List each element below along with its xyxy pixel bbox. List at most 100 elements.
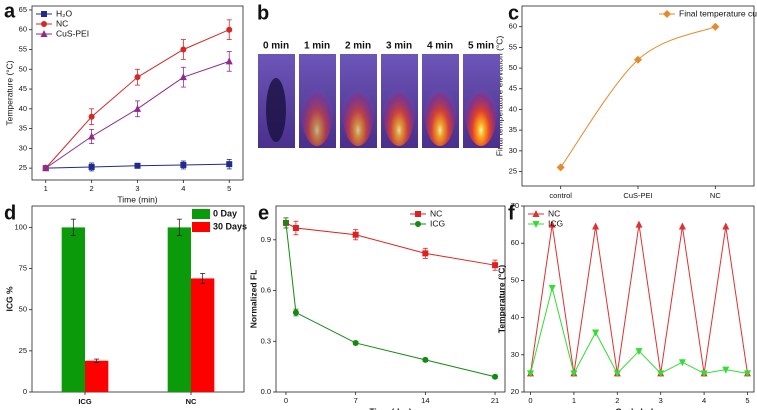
legend-label: NC — [548, 208, 560, 218]
legend-label: NC — [430, 208, 442, 218]
frame-label: 4 min — [427, 41, 453, 52]
x-axis-label: Time (min) — [117, 194, 157, 204]
marker — [613, 370, 621, 378]
marker — [180, 161, 187, 168]
x-tick-label: 3 — [135, 184, 139, 193]
x-tick-label: NC — [186, 397, 197, 406]
legend-marker — [532, 221, 540, 228]
marker — [134, 74, 141, 81]
series-line — [45, 29, 230, 169]
marker — [570, 370, 578, 378]
error-bar — [176, 218, 182, 237]
y-tick-label: 40 — [19, 104, 27, 113]
x-tick-label: 21 — [491, 396, 499, 405]
y-tick-label: 50 — [19, 305, 27, 314]
series-line — [285, 222, 496, 378]
x-tick-label: 4 — [702, 396, 706, 405]
marker — [180, 46, 187, 53]
y-tick-label: 55 — [509, 42, 517, 51]
marker — [352, 231, 359, 238]
x-tick-label: control — [549, 191, 572, 200]
marker — [527, 370, 535, 378]
x-tick-label: 4 — [181, 184, 185, 193]
y-tick-label: 45 — [19, 84, 27, 93]
y-tick-label: 0.3 — [261, 336, 271, 345]
marker — [634, 55, 642, 64]
marker — [722, 222, 730, 230]
x-tick-label: 14 — [421, 396, 429, 405]
marker — [422, 250, 429, 257]
x-tick-label: ICG — [78, 397, 92, 406]
y-tick-label: 50 — [511, 275, 519, 284]
marker — [635, 348, 643, 356]
marker — [492, 262, 499, 269]
legend-label: NC — [56, 18, 68, 28]
frame-label: 1 min — [304, 41, 330, 52]
y-axis-label: Normalized FL — [248, 270, 258, 329]
y-tick-label: 0.9 — [261, 235, 271, 244]
x-tick-label: 5 — [227, 184, 231, 193]
legend-marker — [415, 221, 421, 227]
error-bar — [94, 358, 100, 363]
bar — [61, 227, 85, 392]
marker — [592, 329, 600, 337]
series-line — [560, 26, 716, 168]
marker — [88, 163, 95, 170]
legend-label: CuS-PEI — [56, 28, 89, 38]
y-tick-label: 40 — [509, 104, 517, 113]
y-tick-label: 0 — [23, 387, 27, 396]
x-tick-label: 1 — [44, 184, 48, 193]
hot-spot — [342, 74, 374, 146]
panel-letter: c — [508, 2, 519, 24]
legend-label: 0 Day — [213, 208, 237, 218]
marker — [548, 220, 556, 228]
marker — [292, 224, 299, 231]
x-tick-label: 0 — [284, 396, 288, 405]
panel-letter: e — [258, 202, 269, 224]
marker — [282, 219, 289, 226]
y-tick-label: 30 — [19, 143, 27, 152]
y-tick-label: 25 — [19, 163, 27, 172]
marker — [422, 356, 429, 363]
marker — [226, 26, 233, 33]
legend-marker — [663, 10, 671, 18]
legend-swatch — [192, 209, 210, 219]
bar — [167, 227, 191, 392]
series-line — [285, 222, 496, 266]
y-tick-label: 30 — [509, 146, 517, 155]
legend-label: Final temperature curve — [679, 8, 757, 18]
frame-label: 5 min — [468, 41, 494, 52]
marker — [657, 370, 665, 378]
panel-letter: d — [4, 202, 16, 224]
y-axis-label: ICG % — [4, 286, 14, 311]
x-tick-label: CuS-PEI — [623, 191, 652, 200]
legend-marker — [40, 30, 48, 37]
x-tick-label: 2 — [615, 396, 619, 405]
y-tick-label: 30 — [511, 350, 519, 359]
marker — [492, 373, 499, 380]
y-tick-label: 75 — [19, 264, 27, 273]
y-tick-label: 25 — [19, 346, 27, 355]
legend-marker — [41, 21, 47, 27]
y-tick-label: 50 — [19, 64, 27, 73]
marker — [678, 222, 686, 230]
panel-letter: a — [4, 0, 16, 22]
plot-frame — [521, 5, 755, 187]
error-bar — [70, 218, 76, 237]
error-bar — [200, 273, 206, 284]
legend-swatch — [192, 222, 210, 232]
y-tick-label: 50 — [509, 63, 517, 72]
x-tick-label: 0 — [528, 396, 532, 405]
marker — [292, 309, 299, 316]
hot-spot — [301, 74, 333, 146]
x-tick-label: NC — [710, 191, 721, 200]
y-tick-label: 45 — [509, 84, 517, 93]
plot-frame — [31, 205, 245, 393]
y-tick-label: 25 — [509, 167, 517, 176]
y-axis-label: Temperature (°C) — [4, 60, 14, 125]
hot-spot — [465, 74, 497, 146]
y-tick-label: 60 — [511, 238, 519, 247]
frame-label: 2 min — [345, 41, 371, 52]
marker — [678, 359, 686, 367]
